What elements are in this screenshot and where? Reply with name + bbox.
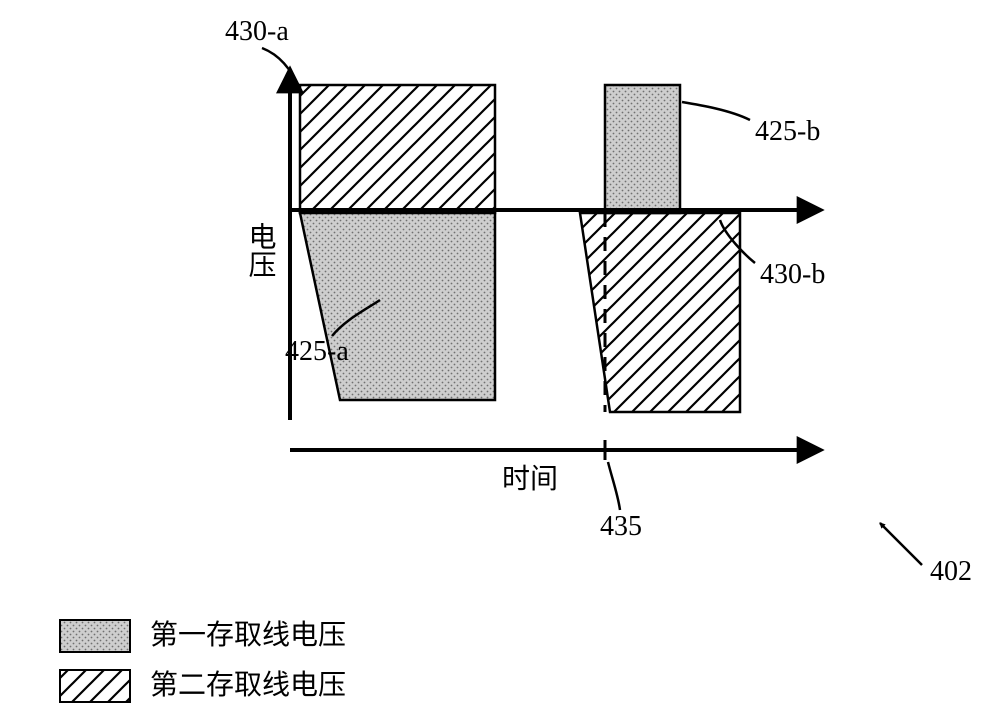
label-time: 时间 <box>502 463 558 495</box>
hatch_430a <box>300 85 495 213</box>
callout-line-c_425b <box>682 102 750 120</box>
callout-text-c_430b: 430-b <box>760 259 825 290</box>
legend-label-0: 第一存取线电压 <box>150 619 346 651</box>
callout-line-c_402 <box>880 523 922 565</box>
legend-box-0 <box>60 620 130 652</box>
callout-text-c_430a: 430-a <box>225 16 289 47</box>
legend-label-1: 第二存取线电压 <box>150 669 346 701</box>
dotted_425b <box>605 85 680 213</box>
legend-box-1 <box>60 670 130 702</box>
callout-line-c_430a <box>262 48 300 90</box>
callout-text-c_425b: 425-b <box>755 116 820 147</box>
callout-text-c_402: 402 <box>930 556 972 587</box>
callout-text-c_425a: 425-a <box>285 336 349 367</box>
label-voltage: 电压 <box>245 222 277 278</box>
callout-line-c_435 <box>608 462 620 510</box>
dotted_425a <box>300 213 495 400</box>
callout-text-c_435: 435 <box>600 511 642 542</box>
